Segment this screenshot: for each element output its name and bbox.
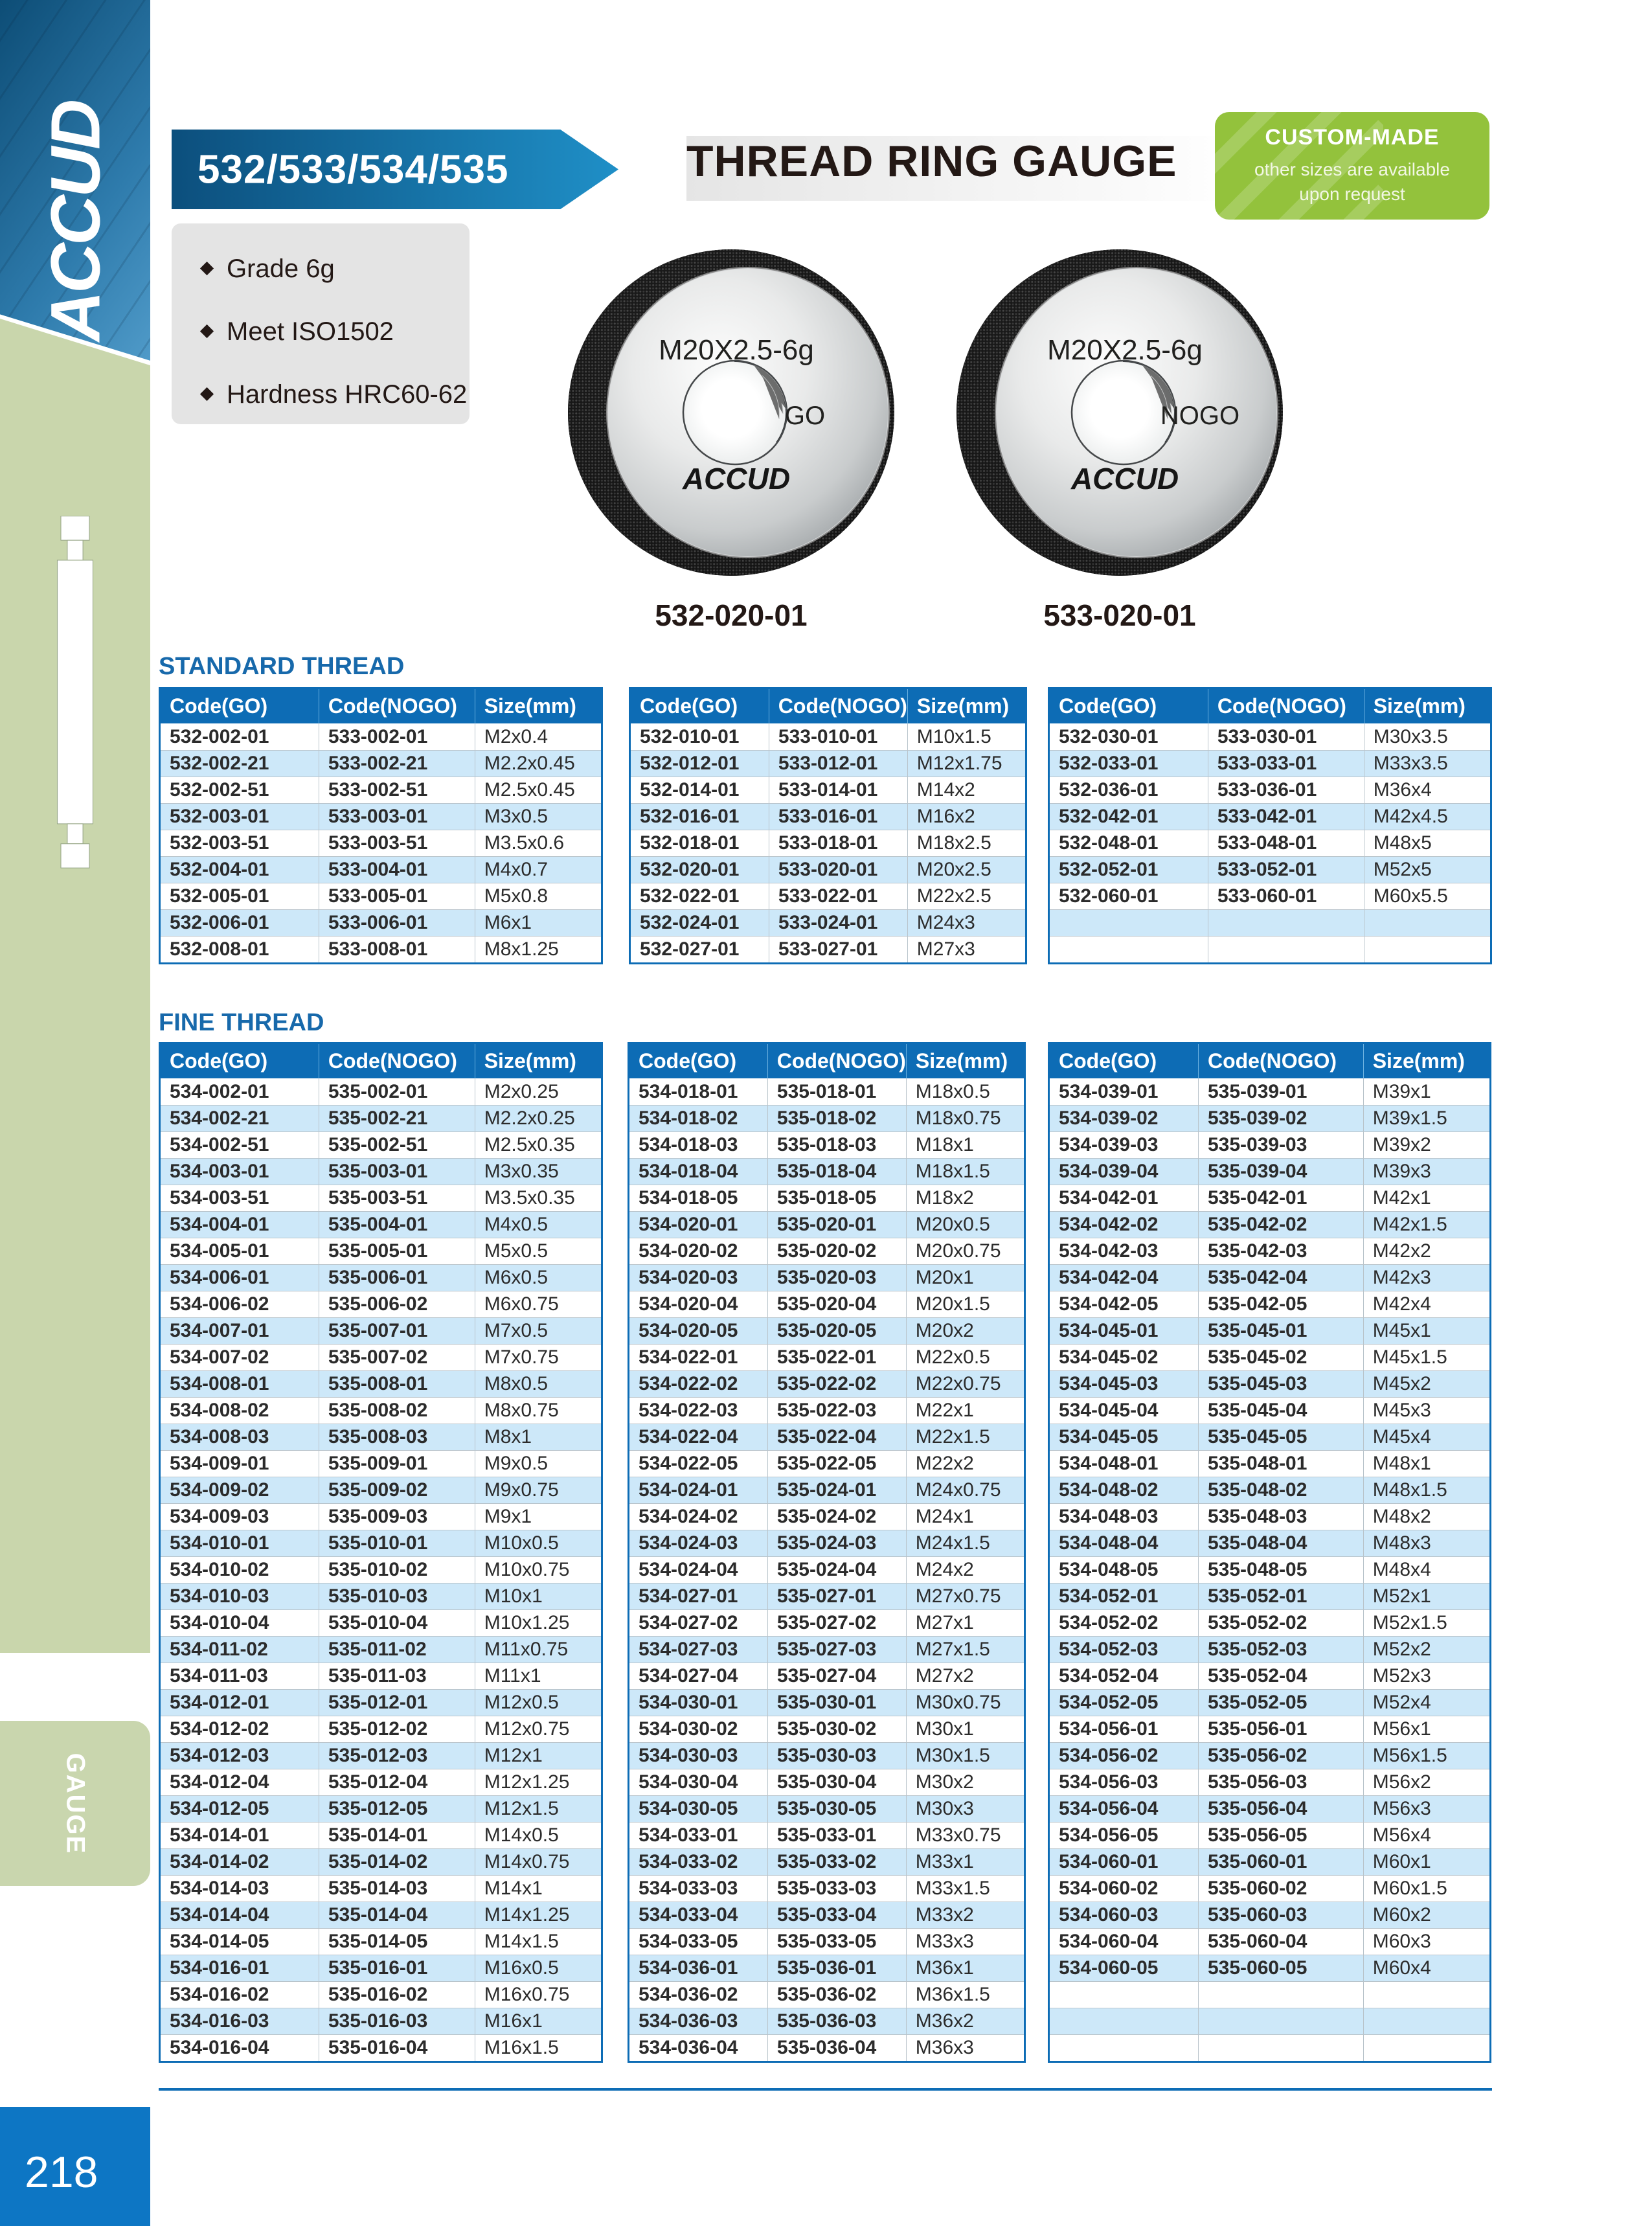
svg-text:GO: GO xyxy=(785,402,825,430)
svg-text:ACCUD: ACCUD xyxy=(682,462,790,495)
svg-text:M20X2.5-6g: M20X2.5-6g xyxy=(1047,334,1203,366)
svg-text:NOGO: NOGO xyxy=(1160,402,1239,430)
svg-text:ACCUD: ACCUD xyxy=(1070,462,1179,495)
svg-text:M20X2.5-6g: M20X2.5-6g xyxy=(659,334,814,366)
